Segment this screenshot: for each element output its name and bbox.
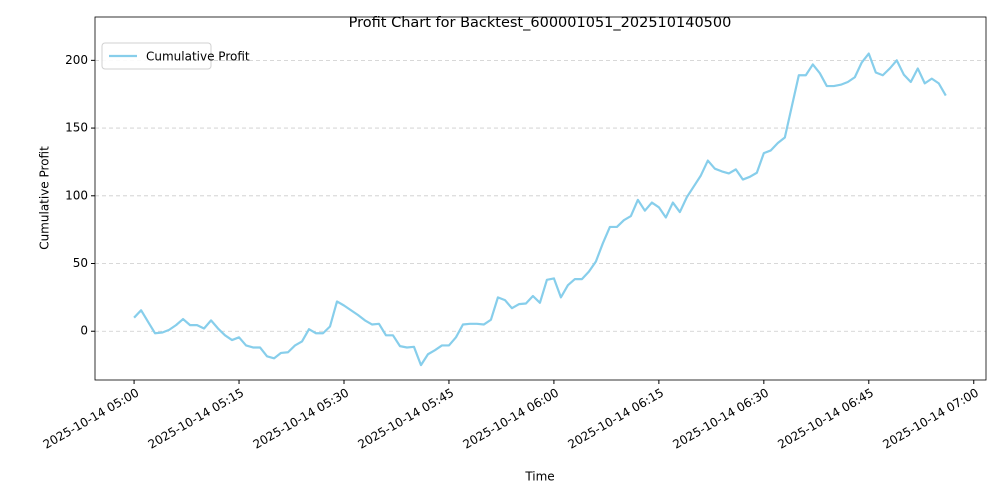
y-tick-label: 100: [65, 188, 88, 202]
legend-label: Cumulative Profit: [146, 50, 250, 64]
y-tick-label: 150: [65, 121, 88, 135]
chart-title: Profit Chart for Backtest_600001051_2025…: [349, 15, 732, 31]
x-axis-label: Time: [524, 470, 554, 484]
legend-box: [101, 42, 212, 70]
y-tick-label: 50: [73, 256, 88, 270]
plot-frame: [94, 16, 987, 381]
y-tick-label: 200: [65, 53, 88, 67]
legend: Cumulative Profit: [101, 42, 250, 70]
line: [133, 52, 947, 367]
y-tick-label: 0: [80, 324, 88, 338]
y-axis-label: Cumulative Profit: [38, 146, 52, 250]
